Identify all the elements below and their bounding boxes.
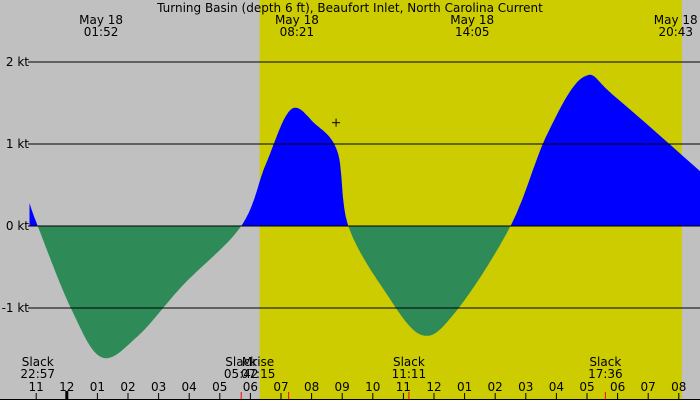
hour-tick-label: 03 <box>151 380 166 394</box>
top-label-time: 14:05 <box>455 25 490 39</box>
hour-tick-label: 05 <box>579 380 594 394</box>
bottom-label-event: Slack <box>393 355 425 369</box>
current-area-layer <box>29 74 700 359</box>
hour-tick-label: 06 <box>610 380 625 394</box>
hour-tick-label: 06 <box>243 380 258 394</box>
hour-tick-label: 11 <box>396 380 411 394</box>
bottom-label-event: Slack <box>22 355 54 369</box>
hour-tick-label: 02 <box>120 380 135 394</box>
hour-tick-label: 08 <box>671 380 686 394</box>
top-label-date: May 18 <box>654 13 698 27</box>
top-label-date: May 18 <box>275 13 319 27</box>
hour-tick-label: 11 <box>29 380 44 394</box>
bottom-label-time: 17:36 <box>588 367 623 381</box>
hour-tick-label: 07 <box>273 380 288 394</box>
y-tick-label: 0 kt <box>6 219 29 233</box>
top-label-time: 01:52 <box>84 25 119 39</box>
hour-tick-label: 01 <box>90 380 105 394</box>
y-tick-label: -1 kt <box>2 301 30 315</box>
gridline-layer <box>28 61 700 309</box>
hour-tick-label: 12 <box>59 380 74 394</box>
crosshair-layer <box>332 118 341 127</box>
bottom-label-time: 11:11 <box>392 367 427 381</box>
hour-tick-label: 02 <box>488 380 503 394</box>
bottom-label-time: 07:15 <box>241 367 276 381</box>
hour-tick-label: 10 <box>365 380 380 394</box>
top-label-date: May 18 <box>79 13 123 27</box>
hour-tick-label: 05 <box>212 380 227 394</box>
hour-tick-label: 09 <box>335 380 350 394</box>
top-label-date: May 18 <box>450 13 494 27</box>
y-tick-label: 2 kt <box>6 55 29 69</box>
ebb-area <box>29 226 700 359</box>
event-marker-layer <box>240 392 606 400</box>
top-label-time: 08:21 <box>280 25 315 39</box>
bottom-label-event: Mrise <box>242 355 274 369</box>
top-label-time: 20:43 <box>658 25 693 39</box>
bottom-label-event: Slack <box>225 355 257 369</box>
hour-tick-label: 04 <box>182 380 197 394</box>
flood-area <box>29 74 700 226</box>
y-tick-label-layer: 2 kt 1 kt 0 kt -1 kt <box>2 55 30 315</box>
bottom-label-event: Slack <box>589 355 621 369</box>
hour-tick-label: 04 <box>549 380 564 394</box>
bottom-label-layer: Slack22:57Slack05:42Mrise07:15Slack11:11… <box>20 355 622 381</box>
bottom-label-time: 05:42 <box>224 367 259 381</box>
chart-title: Turning Basin (depth 6 ft), Beaufort Inl… <box>156 1 543 15</box>
hour-tick-label: 01 <box>457 380 472 394</box>
y-tick-label: 1 kt <box>6 137 29 151</box>
hour-tick-label: 07 <box>641 380 656 394</box>
midnight-marker <box>65 391 69 400</box>
bottom-label-time: 22:57 <box>20 367 55 381</box>
hour-tick-label: 03 <box>518 380 533 394</box>
hour-tick-label: 08 <box>304 380 319 394</box>
hour-tick-label: 12 <box>426 380 441 394</box>
